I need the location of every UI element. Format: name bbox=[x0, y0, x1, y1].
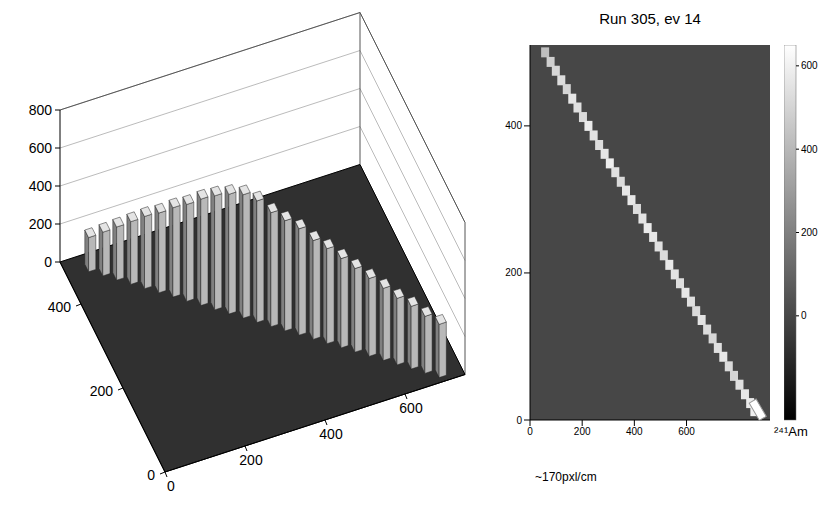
svg-text:400: 400 bbox=[626, 426, 643, 437]
svg-text:0: 0 bbox=[527, 426, 533, 437]
svg-text:400: 400 bbox=[29, 178, 53, 194]
svg-text:600: 600 bbox=[29, 140, 53, 156]
svg-text:200: 200 bbox=[239, 452, 263, 468]
svg-text:400: 400 bbox=[801, 144, 818, 155]
svg-text:200: 200 bbox=[29, 216, 53, 232]
html-text:~170pxl/cm: ~170pxl/cm bbox=[535, 470, 597, 484]
svg-text:200: 200 bbox=[505, 267, 522, 278]
svg-text:0: 0 bbox=[801, 310, 807, 321]
svg-text:400: 400 bbox=[505, 120, 522, 131]
svg-text:200: 200 bbox=[574, 426, 591, 437]
svg-text:200: 200 bbox=[90, 383, 114, 399]
svg-text:400: 400 bbox=[319, 426, 343, 442]
html-text:Run 305, ev 14: Run 305, ev 14 bbox=[599, 10, 701, 27]
svg-text:800: 800 bbox=[29, 102, 53, 118]
svg-text:200: 200 bbox=[801, 227, 818, 238]
svg-text:0: 0 bbox=[516, 415, 522, 426]
svg-text:0: 0 bbox=[167, 478, 175, 494]
svg-text:600: 600 bbox=[399, 400, 423, 416]
svg-text:600: 600 bbox=[801, 60, 818, 71]
svg-text:0: 0 bbox=[44, 254, 52, 270]
svg-text:600: 600 bbox=[678, 426, 695, 437]
svg-text:400: 400 bbox=[48, 299, 72, 315]
html-text:²⁴¹Am: ²⁴¹Am bbox=[774, 424, 808, 439]
svg-text:0: 0 bbox=[147, 467, 155, 483]
